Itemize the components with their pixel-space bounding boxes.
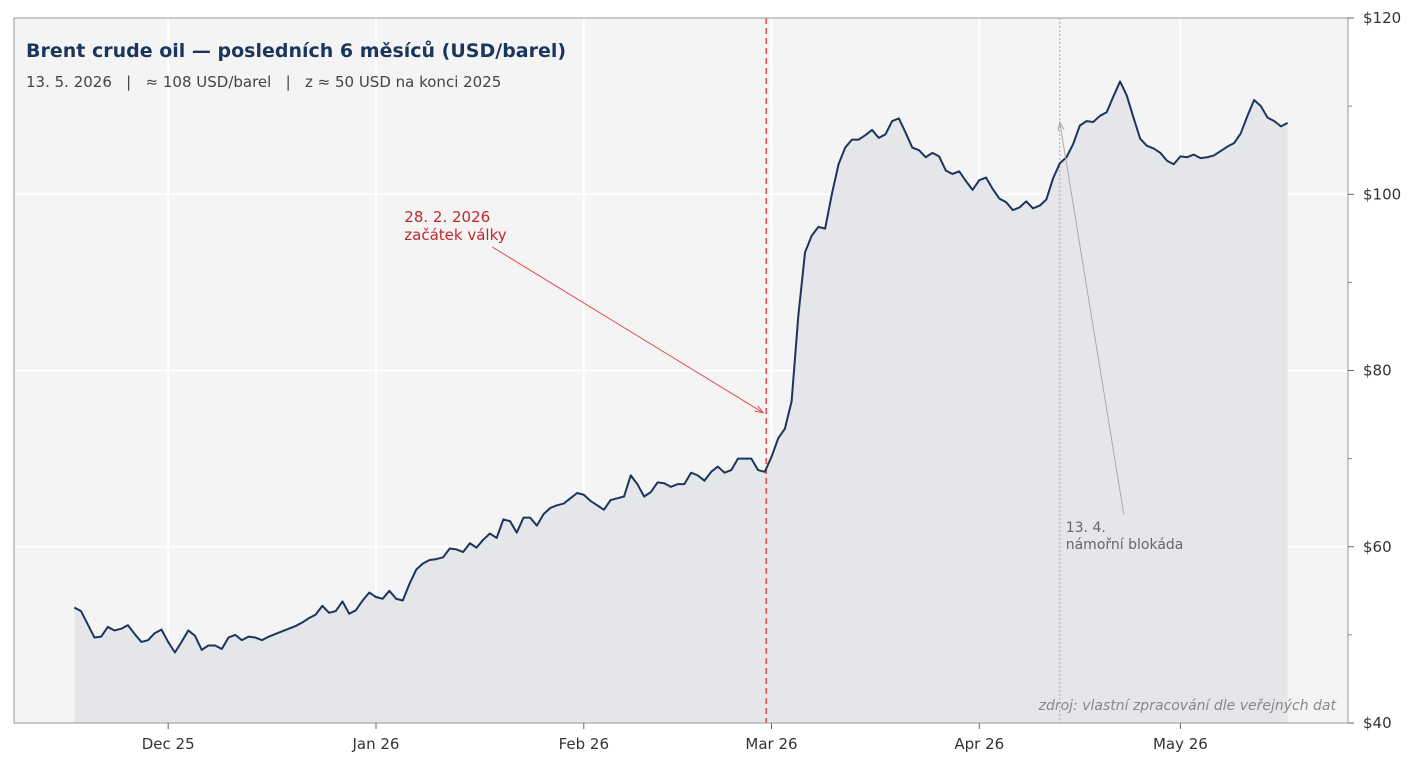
blockade-date-label: 13. 4.	[1066, 520, 1106, 536]
x-tick-label: Jan 26	[351, 735, 399, 753]
war-start-arrowhead	[754, 405, 765, 414]
y-tick-label: $80	[1363, 362, 1392, 380]
blockade-caption: námořní blokáda	[1066, 537, 1184, 553]
x-tick-label: Mar 26	[745, 735, 797, 753]
war-start-date-label: 28. 2. 2026	[404, 208, 490, 226]
x-tick-label: Dec 25	[142, 735, 195, 753]
chart-title: Brent crude oil — posledních 6 měsíců (U…	[26, 39, 566, 62]
x-tick-label: May 26	[1153, 735, 1208, 753]
y-tick-label: $60	[1363, 538, 1392, 556]
x-tick-label: Feb 26	[559, 735, 609, 753]
axes: $40 $60 $80 $100 $120 Dec 25 Jan 26 Feb 26 Mar 2…	[142, 9, 1401, 753]
source-note: zdroj: vlastní zpracování dle veřejných …	[1038, 698, 1337, 714]
chart-subtitle: 13. 5. 2026 | ≈ 108 USD/barel | z ≈ 50 U…	[26, 73, 501, 91]
y-tick-label: $40	[1363, 714, 1392, 732]
y-tick-label: $100	[1363, 185, 1401, 203]
x-tick-label: Apr 26	[954, 735, 1004, 753]
event-lines	[765, 18, 1061, 723]
y-tick-label: $120	[1363, 9, 1401, 27]
war-start-arrow	[492, 246, 764, 414]
price-area-fill	[74, 81, 1288, 723]
price-series-line	[73, 80, 1289, 654]
blockade-arrowhead	[1057, 120, 1065, 131]
war-start-caption: začátek války	[404, 226, 506, 244]
blockade-arrow	[1059, 121, 1125, 515]
